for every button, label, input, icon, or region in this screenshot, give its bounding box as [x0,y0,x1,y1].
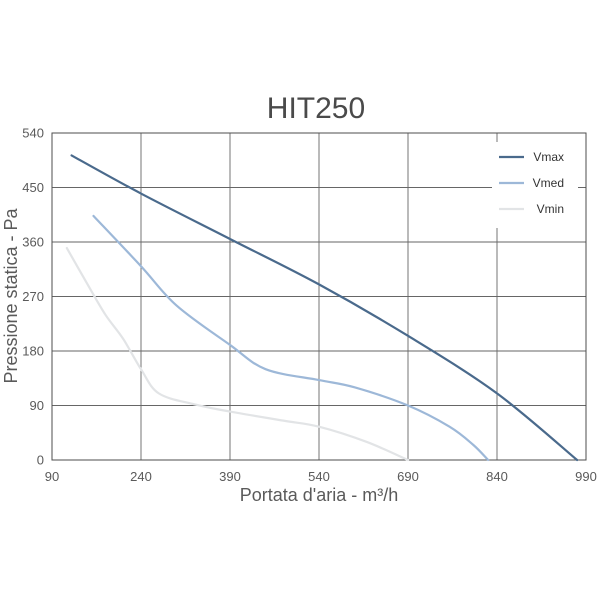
y-tick-labels: 0 90 180 270 360 450 540 [22,126,44,468]
x-tick-label: 240 [130,469,152,484]
plot-frame [51,132,587,461]
y-tick-label: 450 [22,180,44,195]
legend-label-vmed: Vmed [533,176,564,190]
y-tick-label: 90 [30,398,44,413]
series-vmax-line [70,154,579,462]
x-tick-label: 90 [45,469,59,484]
y-tick-label: 270 [22,289,44,304]
y-tick-label: 540 [22,126,44,141]
legend: Vmax Vmed Vmin [492,142,578,228]
series-vmed-line [92,214,490,462]
y-tick-label: 0 [37,453,44,468]
x-tick-labels: 90 240 390 540 690 840 990 [45,469,597,484]
x-tick-label: 840 [486,469,508,484]
y-tick-label: 360 [22,235,44,250]
legend-label-vmax: Vmax [533,150,564,164]
y-tick-label: 180 [22,344,44,359]
series-vmin-line [65,246,410,462]
x-tick-label: 390 [219,469,241,484]
x-tick-label: 540 [308,469,330,484]
x-tick-label: 690 [397,469,419,484]
x-axis-title: Portata d'aria - m³/h [240,485,399,505]
legend-label-vmin: Vmin [537,202,564,216]
chart-title: HIT250 [267,92,365,125]
x-tick-label: 990 [575,469,597,484]
series-layer [65,154,579,462]
y-axis-title: Pressione statica - Pa [1,207,21,383]
